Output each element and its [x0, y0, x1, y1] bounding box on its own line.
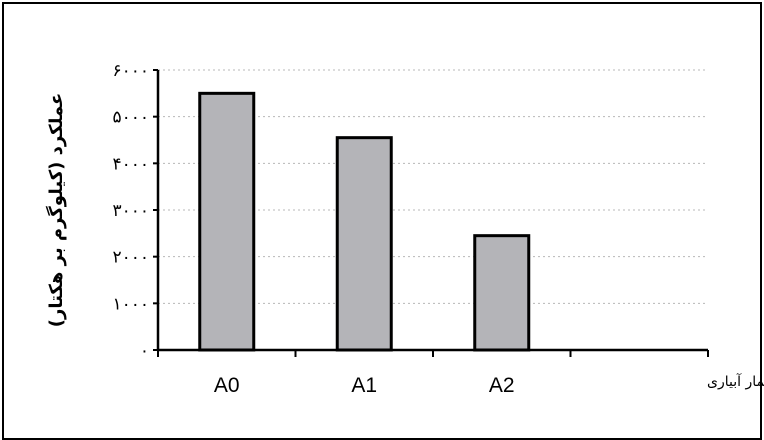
- bars: [200, 93, 529, 350]
- category-label: A1: [351, 374, 377, 397]
- bar-a1: [337, 138, 391, 350]
- category-label: A0: [214, 374, 240, 397]
- y-tick-label: ۶۰۰۰: [112, 61, 149, 81]
- bar-a0: [200, 93, 254, 350]
- y-tick-label: ۳۰۰۰: [112, 201, 149, 221]
- y-tick-label: ۲۰۰۰: [112, 248, 149, 268]
- x-axis-label: تیمار آبیاری: [707, 373, 764, 390]
- category-label: A2: [489, 374, 515, 397]
- y-tick-label: ۰: [140, 341, 149, 361]
- y-axis-label: عملکرد (کیلوگرم بر هکتار): [45, 93, 67, 328]
- y-ticks: ۰ ۱۰۰۰ ۲۰۰۰ ۳۰۰۰ ۴۰۰۰ ۵۰۰۰ ۶۰۰۰: [112, 61, 158, 361]
- y-tick-label: ۱۰۰۰: [112, 294, 149, 314]
- y-tick-label: ۴۰۰۰: [112, 154, 149, 174]
- y-tick-label: ۵۰۰۰: [112, 108, 149, 128]
- category-labels: A0 A1 A2: [214, 374, 515, 397]
- bar-a2: [475, 236, 529, 350]
